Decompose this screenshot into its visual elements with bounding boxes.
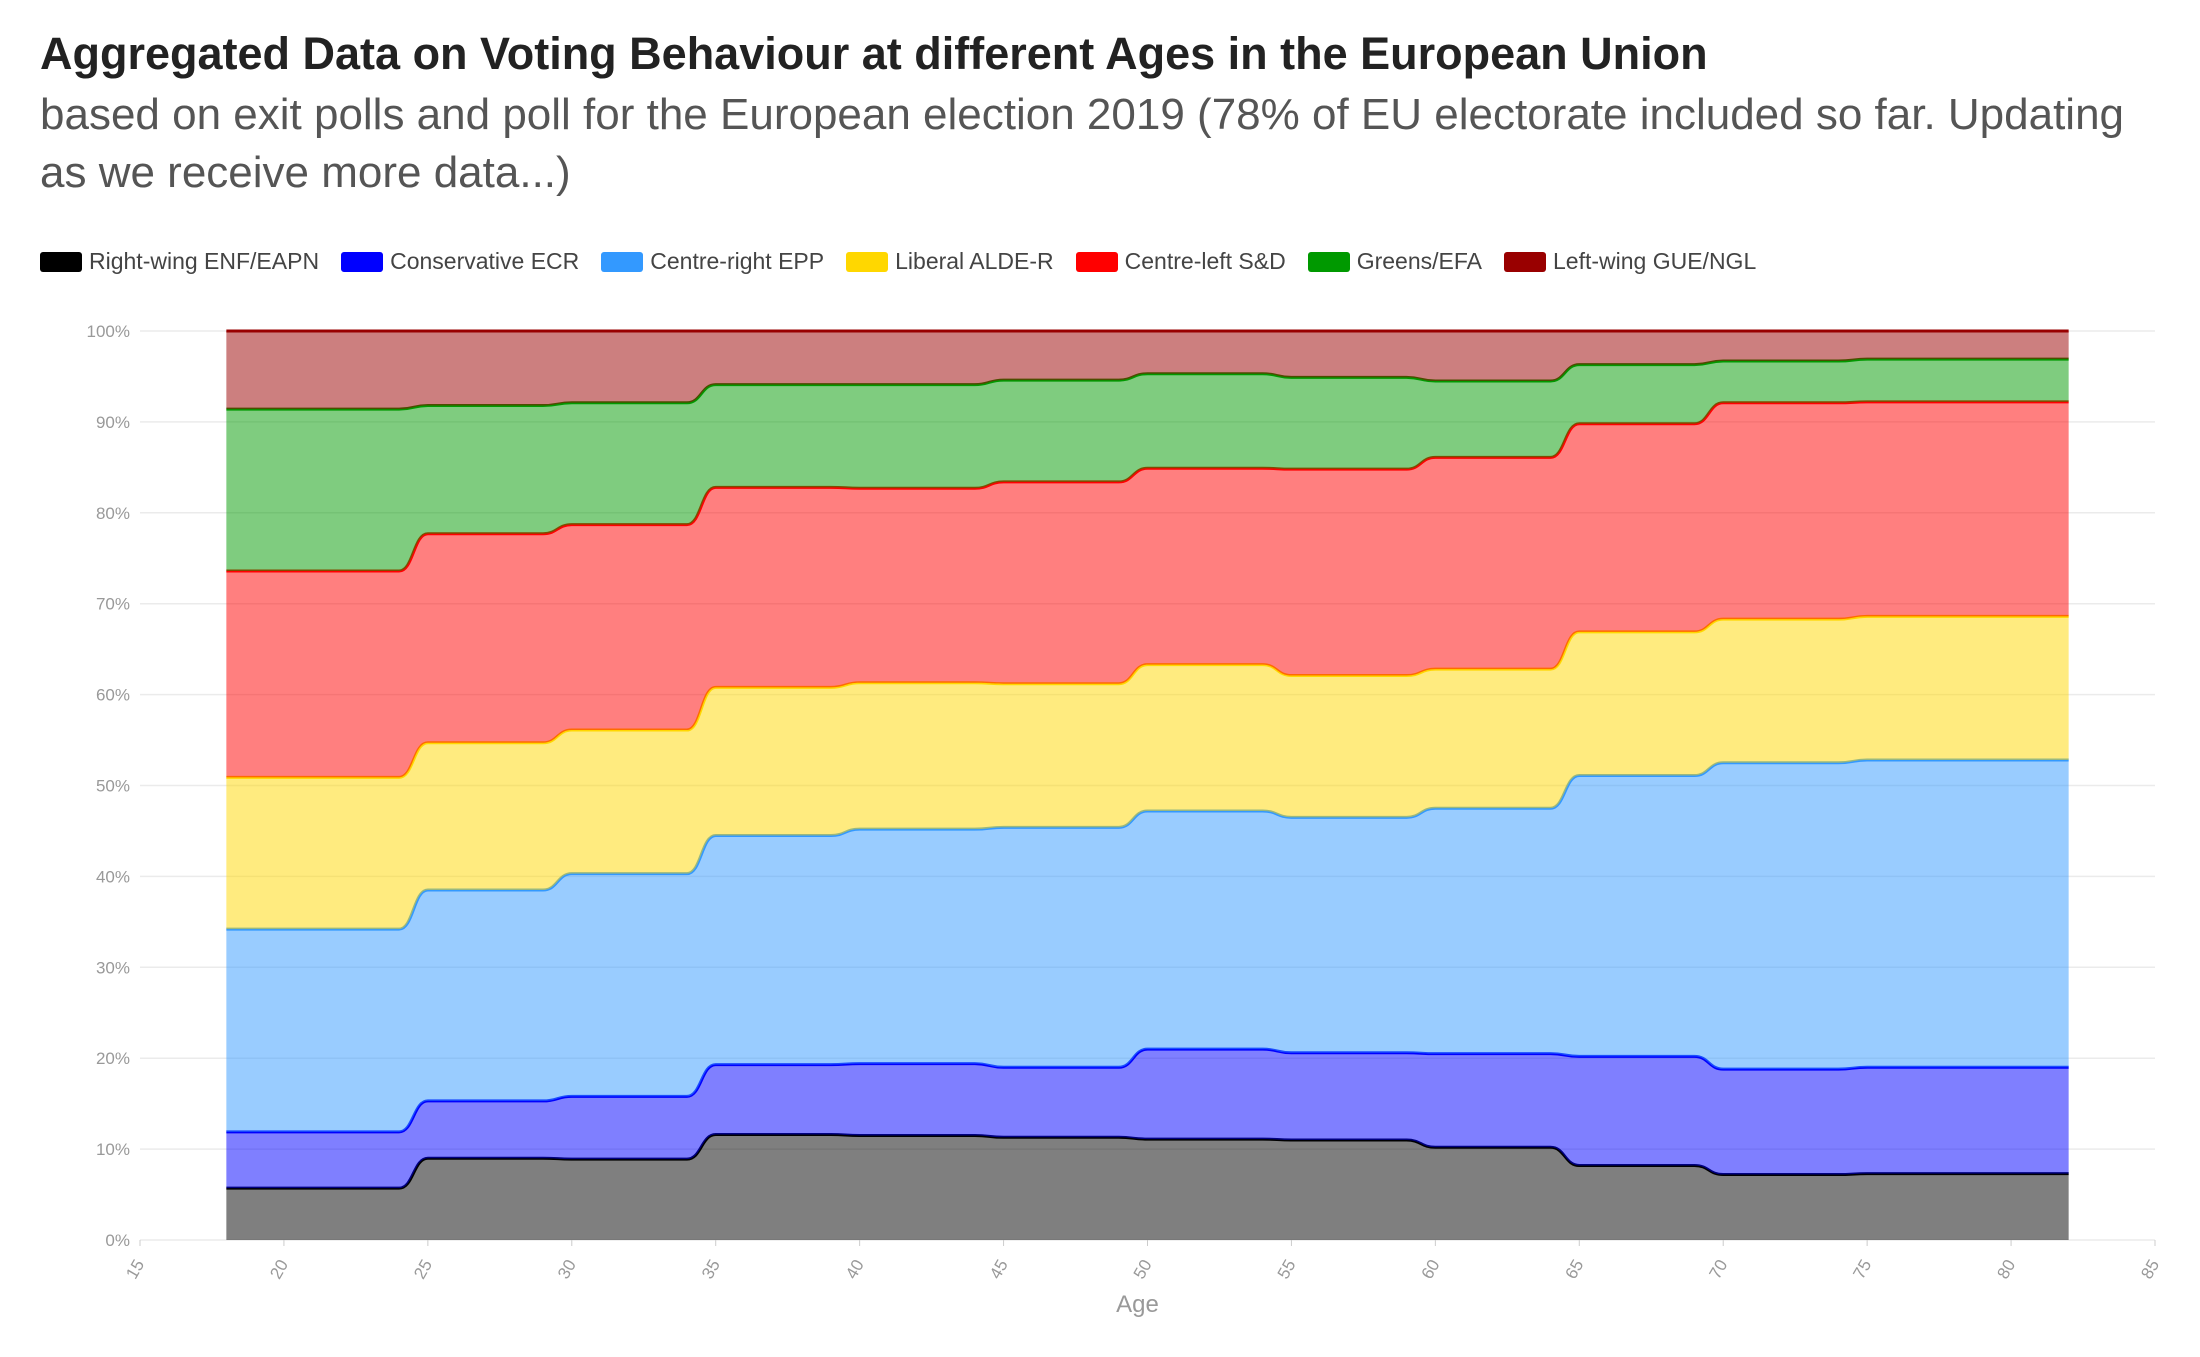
area-greens-efa[interactable] — [226, 359, 2069, 571]
legend-label: Liberal ALDE-R — [895, 248, 1054, 274]
y-tick-label: 70% — [96, 595, 130, 614]
legend-swatch — [341, 251, 384, 272]
chart-title: Aggregated Data on Voting Behaviour at d… — [40, 28, 1708, 79]
legend-label: Greens/EFA — [1356, 248, 1482, 274]
legend-item-centre-right-epp[interactable]: Centre-right EPP — [601, 248, 824, 275]
x-tick-label: 45 — [986, 1256, 1012, 1282]
x-tick-label: 50 — [1130, 1256, 1156, 1282]
y-tick-label: 20% — [96, 1049, 130, 1068]
legend-item-right-wing-enf-eapn[interactable]: Right-wing ENF/EAPN — [40, 248, 319, 275]
y-tick-label: 10% — [96, 1140, 130, 1159]
legend-item-greens-efa[interactable]: Greens/EFA — [1307, 248, 1482, 275]
legend-swatch — [846, 251, 889, 272]
x-tick-label: 75 — [1849, 1256, 1875, 1282]
legend-label: Centre-right EPP — [650, 248, 825, 274]
area-right-wing-enf-eapn[interactable] — [226, 1134, 2069, 1240]
y-tick-label: 80% — [96, 504, 130, 523]
legend-swatch — [40, 251, 82, 272]
x-tick-label: 60 — [1418, 1256, 1444, 1282]
y-tick-label: 100% — [87, 322, 130, 341]
x-tick-label: 40 — [842, 1256, 868, 1282]
legend-item-conservative-ecr[interactable]: Conservative ECR — [341, 248, 579, 275]
legend-swatch — [1075, 251, 1118, 272]
x-tick-label: 65 — [1562, 1256, 1588, 1282]
x-tick-label: 20 — [266, 1256, 292, 1282]
x-axis-title: Age — [1116, 1291, 1159, 1318]
x-tick-label: 35 — [698, 1256, 724, 1282]
y-tick-label: 30% — [96, 958, 130, 977]
area-liberal-alde-r[interactable] — [226, 616, 2069, 930]
legend-item-centre-left-s-d[interactable]: Centre-left S&D — [1075, 248, 1286, 275]
chart-legend: Right-wing ENF/EAPN Conservative ECR Centr… — [40, 248, 1778, 275]
y-tick-label: 60% — [96, 686, 130, 705]
y-tick-label: 40% — [96, 867, 130, 886]
x-tick-label: 55 — [1274, 1256, 1300, 1282]
legend-item-liberal-alde-r[interactable]: Liberal ALDE-R — [846, 248, 1054, 275]
y-tick-label: 0% — [105, 1231, 130, 1250]
x-tick-label: 70 — [1705, 1256, 1731, 1282]
area-centre-left-s-d[interactable] — [226, 401, 2069, 778]
legend-label: Centre-left S&D — [1124, 248, 1286, 274]
legend-swatch — [1504, 251, 1546, 272]
legend-item-left-wing-gue-ngl[interactable]: Left-wing GUE/NGL — [1504, 248, 1756, 275]
line-conservative-ecr — [226, 1047, 2069, 1134]
area-left-wing-gue-ngl[interactable] — [226, 331, 2069, 410]
legend-swatch — [601, 251, 644, 272]
area-conservative-ecr[interactable] — [226, 1049, 2069, 1189]
x-tick-label: 80 — [1993, 1256, 2019, 1282]
area-centre-right-epp[interactable] — [226, 760, 2069, 1132]
x-tick-label: 15 — [122, 1256, 148, 1282]
x-tick-label: 85 — [2137, 1256, 2163, 1282]
y-tick-label: 90% — [96, 413, 130, 432]
x-tick-label: 30 — [554, 1256, 580, 1282]
legend-label: Right-wing ENF/EAPN — [89, 248, 320, 274]
legend-swatch — [1307, 251, 1350, 272]
x-tick-label: 25 — [410, 1256, 436, 1282]
chart-subtitle: based on exit polls and poll for the Eur… — [40, 90, 2125, 197]
legend-label: Left-wing GUE/NGL — [1553, 248, 1757, 274]
y-tick-label: 50% — [96, 777, 130, 796]
legend-label: Conservative ECR — [390, 248, 580, 274]
